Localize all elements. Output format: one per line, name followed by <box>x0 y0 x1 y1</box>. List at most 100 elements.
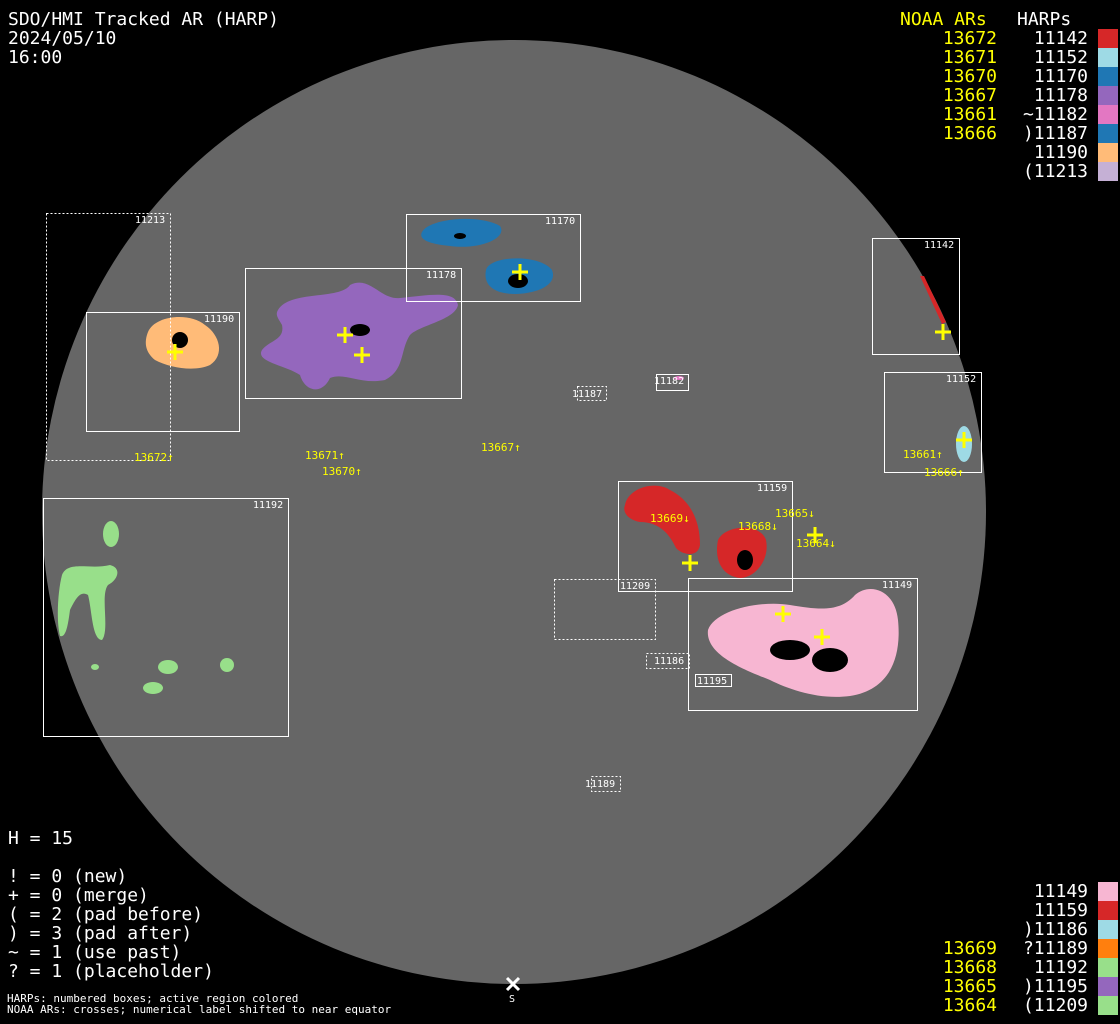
noaa-cross-icon <box>956 432 972 448</box>
legend-harp-id: (11213 <box>1022 161 1088 182</box>
time: 16:00 <box>8 47 63 68</box>
noaa-label: 13671↑ <box>305 449 345 462</box>
harp-label: 11195 <box>697 676 727 687</box>
noaa-cross-icon <box>807 527 823 543</box>
solar-disk <box>42 40 986 984</box>
noaa-cross-icon <box>682 555 698 571</box>
noaa-label: 13672↑ <box>134 451 174 464</box>
legend-color-swatch <box>1098 48 1118 67</box>
harp-box-11170 <box>406 214 581 302</box>
harp-label: 11152 <box>946 374 976 385</box>
harp-box-11190 <box>86 312 240 432</box>
harp-box-11159 <box>618 481 793 592</box>
legend-color-swatch <box>1098 901 1118 920</box>
stat-line: ( = 2 (pad before) <box>8 904 204 925</box>
noaa-cross-icon <box>354 347 370 363</box>
harp-label: 11189 <box>585 779 615 790</box>
noaa-label: 13661↑ <box>903 448 943 461</box>
ar-11159-region <box>624 485 767 578</box>
harp-label: 11209 <box>620 581 650 592</box>
ar-11142-region <box>920 276 946 324</box>
harp-box-11178 <box>245 268 462 399</box>
title: SDO/HMI Tracked AR (HARP) <box>8 9 279 30</box>
legend-noaa-id: 13667 <box>942 85 997 106</box>
legend-color-swatch <box>1098 29 1118 48</box>
legend-harp-id: )11195 <box>1022 976 1088 997</box>
harp-box-11189 <box>591 776 621 792</box>
legend-color-swatch <box>1098 162 1118 181</box>
legend-harp-id: 11170 <box>1033 66 1088 87</box>
harp-box-11213 <box>46 213 171 461</box>
legend-noaa-id: 13661 <box>942 104 997 125</box>
harp-label: 11213 <box>135 215 165 226</box>
ar-11182-region <box>674 376 684 380</box>
noaa-cross-icon <box>512 264 528 280</box>
harp-label: 11149 <box>882 580 912 591</box>
noaa-cross-icon <box>775 606 791 622</box>
harp-header: HARPs <box>1017 9 1072 30</box>
harp-label: 11159 <box>757 483 787 494</box>
harp-label: 11142 <box>924 240 954 251</box>
legend-harp-id: 11192 <box>1033 957 1088 978</box>
legend-harp-id: )11187 <box>1022 123 1088 144</box>
stat-line: + = 0 (merge) <box>8 885 149 906</box>
noaa-label: 13669↓ <box>650 512 690 525</box>
legend-color-swatch <box>1098 920 1118 939</box>
noaa-cross-icon <box>935 324 951 340</box>
harp-box-11192 <box>43 498 289 737</box>
noaa-crosses <box>167 264 972 645</box>
noaa-cross-icon <box>814 629 830 645</box>
noaa-label: 13666↑ <box>924 466 964 479</box>
harp-label: 11190 <box>204 314 234 325</box>
harp-box-11142 <box>872 238 960 355</box>
legend-harp-id: (11209 <box>1022 995 1088 1016</box>
harp-box-11152 <box>884 372 982 473</box>
h-count: H = 15 <box>8 828 74 849</box>
footnote-harps: HARPs: numbered boxes; active region col… <box>7 992 299 1005</box>
harp-label: 11182 <box>654 376 684 387</box>
legend-harp-id: 11149 <box>1033 881 1088 902</box>
noaa-label: 13667↑ <box>481 441 521 454</box>
noaa-label: 13664↓ <box>796 537 836 550</box>
harp-box-11209 <box>554 579 656 640</box>
noaa-labels: 13672↑ 13671↑ 13670↑ 13667↑ 13661↑ 13666… <box>134 441 964 550</box>
legend-harp-id: 11178 <box>1033 85 1088 106</box>
legend-noaa-id: 13665 <box>942 976 997 997</box>
harp-box-11195 <box>695 674 732 687</box>
legend-noaa-id: 13669 <box>942 938 997 959</box>
stat-line: ~ = 1 (use past) <box>8 942 182 963</box>
legend-harp-id: ?11189 <box>1022 938 1088 959</box>
harp-label: 11170 <box>545 216 575 227</box>
harp-box-11182 <box>656 374 689 391</box>
south-label: S <box>509 994 515 1005</box>
legend-noaa-id: 13666 <box>942 123 997 144</box>
legend-noaa-id: 13668 <box>942 957 997 978</box>
harp-label: 11187 <box>572 389 602 400</box>
legend-harp-id: 11152 <box>1033 47 1088 68</box>
legend-noaa-id: 13670 <box>942 66 997 87</box>
harp-label: 11186 <box>654 656 684 667</box>
date: 2024/05/10 <box>8 28 117 49</box>
legend-color-swatch <box>1098 67 1118 86</box>
legend-noaa-id: 13664 <box>942 995 997 1016</box>
stat-line: ) = 3 (pad after) <box>8 923 193 944</box>
legend-harp-id: ~11182 <box>1022 104 1088 125</box>
legend-harp-id: 11159 <box>1033 900 1088 921</box>
noaa-label: 13668↓ <box>738 520 778 533</box>
legend-color-swatch <box>1098 996 1118 1015</box>
legend-color-swatch <box>1098 124 1118 143</box>
harp-boxes <box>43 213 982 792</box>
ar-11192-regions <box>57 521 234 694</box>
harp-box-11149 <box>688 578 918 711</box>
harp-label: 11192 <box>253 500 283 511</box>
noaa-label: 13665↓ <box>775 507 815 520</box>
legend-noaa-id: 13671 <box>942 47 997 68</box>
stat-line: ! = 0 (new) <box>8 866 128 887</box>
legend-color-swatch <box>1098 977 1118 996</box>
legend-color-swatch <box>1098 86 1118 105</box>
harp-box-11187 <box>577 386 607 401</box>
noaa-cross-icon <box>337 327 353 343</box>
legend-harp-id: )11186 <box>1022 919 1088 940</box>
legend-noaa-id: 13672 <box>942 28 997 49</box>
